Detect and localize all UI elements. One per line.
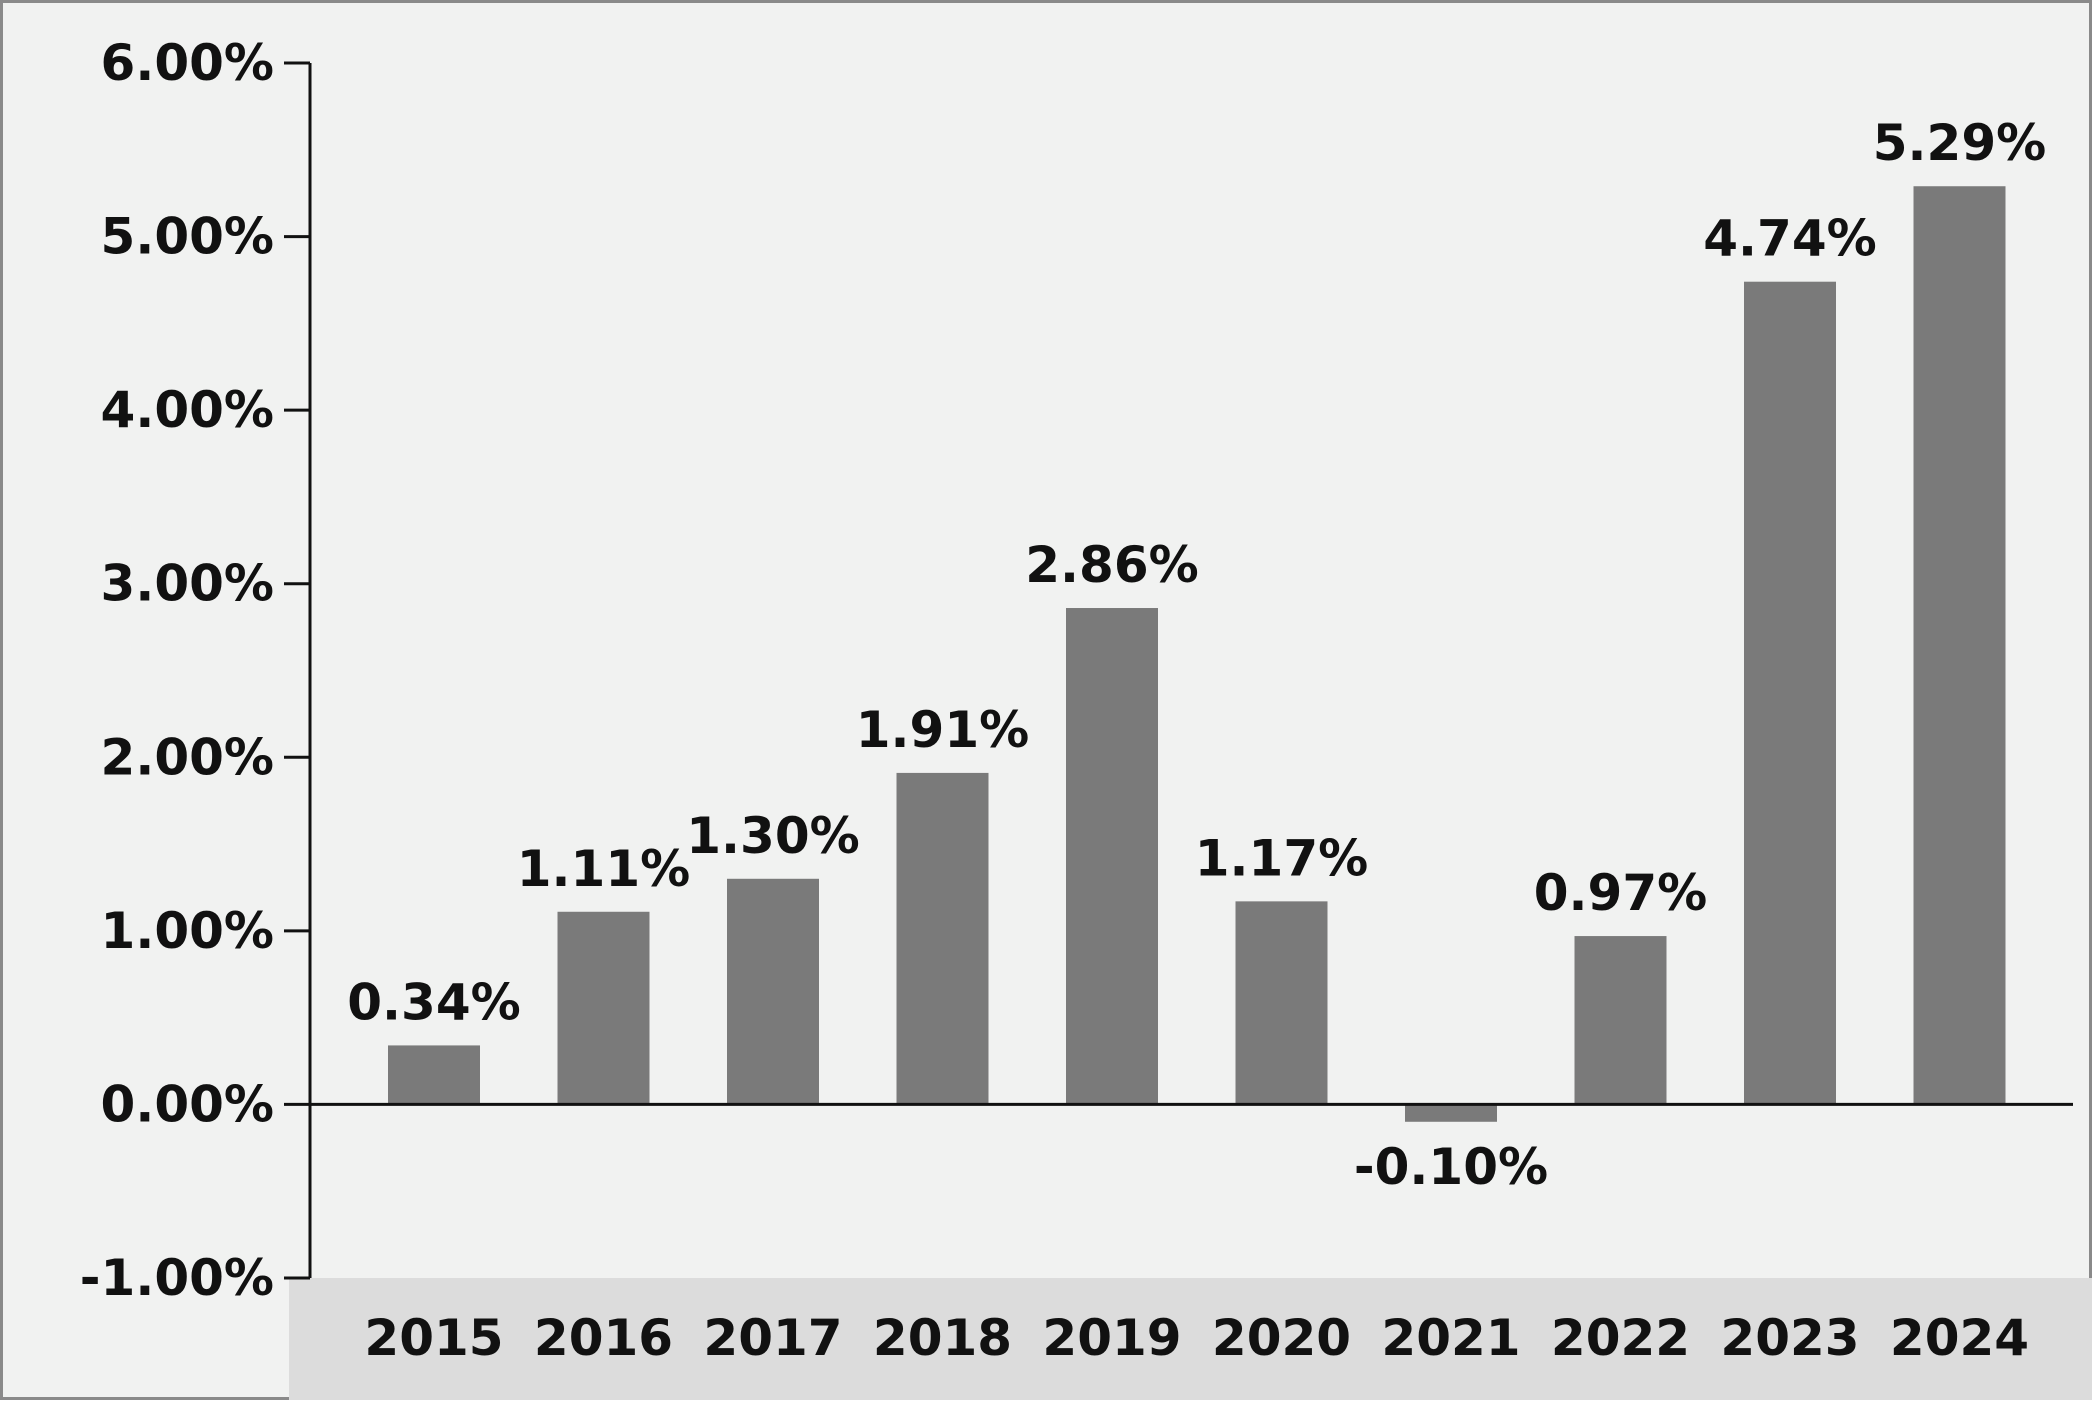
bar-2022 [1574, 936, 1667, 1105]
axes [284, 61, 2073, 1280]
data-label-2023: 4.74% [1703, 210, 1876, 268]
x-tick-label-2019: 2019 [1042, 1309, 1181, 1367]
x-tick-label-2024: 2024 [1890, 1309, 2029, 1367]
data-label-2022: 0.97% [1534, 864, 1707, 922]
y-tick-label: 1.00% [101, 902, 274, 960]
y-tick-label: 5.00% [101, 208, 274, 266]
data-label-2020: 1.17% [1195, 829, 1368, 887]
x-tick-label-2016: 2016 [534, 1309, 673, 1367]
bar-2020 [1235, 901, 1328, 1105]
data-label-2015: 0.34% [347, 973, 520, 1031]
bar-2015 [388, 1045, 480, 1105]
bar-2024 [1913, 186, 2006, 1105]
bar-2018 [896, 772, 989, 1105]
y-tick-label: 4.00% [101, 381, 274, 439]
bar-2023 [1744, 281, 1836, 1105]
x-tick-label-2023: 2023 [1720, 1309, 1859, 1367]
bar-2021 [1405, 1104, 1497, 1122]
y-tick-label: 0.00% [101, 1075, 274, 1133]
x-tick-label-2017: 2017 [703, 1309, 842, 1367]
y-tick-label: -1.00% [80, 1249, 274, 1307]
bar-2019 [1066, 608, 1158, 1105]
y-tick-label: 6.00% [101, 34, 274, 92]
bar-2016 [557, 911, 650, 1105]
data-label-2019: 2.86% [1025, 536, 1198, 594]
x-tick-label-2020: 2020 [1212, 1309, 1351, 1367]
category-band [289, 1278, 2092, 1400]
data-label-2016: 1.11% [517, 840, 690, 898]
bar-2017 [727, 878, 819, 1105]
x-tick-label-2021: 2021 [1381, 1309, 1520, 1367]
labels: -1.00% 0.00% 1.00% 2.00% 3.00% 4.00% 5.00% 6.00… [80, 34, 2046, 1367]
y-tick-label: 2.00% [101, 728, 274, 786]
data-label-2017: 1.30% [686, 807, 859, 865]
data-label-2021: -0.10% [1354, 1138, 1548, 1196]
data-label-2024: 5.29% [1873, 114, 2046, 172]
x-tick-label-2018: 2018 [873, 1309, 1012, 1367]
bars [388, 186, 2006, 1122]
x-tick-label-2022: 2022 [1551, 1309, 1690, 1367]
data-label-2018: 1.91% [856, 701, 1029, 759]
y-tick-label: 3.00% [101, 555, 274, 613]
x-tick-label-2015: 2015 [364, 1309, 503, 1367]
bar-chart: -1.00% 0.00% 1.00% 2.00% 3.00% 4.00% 5.00% 6.00… [80, 34, 2092, 1400]
